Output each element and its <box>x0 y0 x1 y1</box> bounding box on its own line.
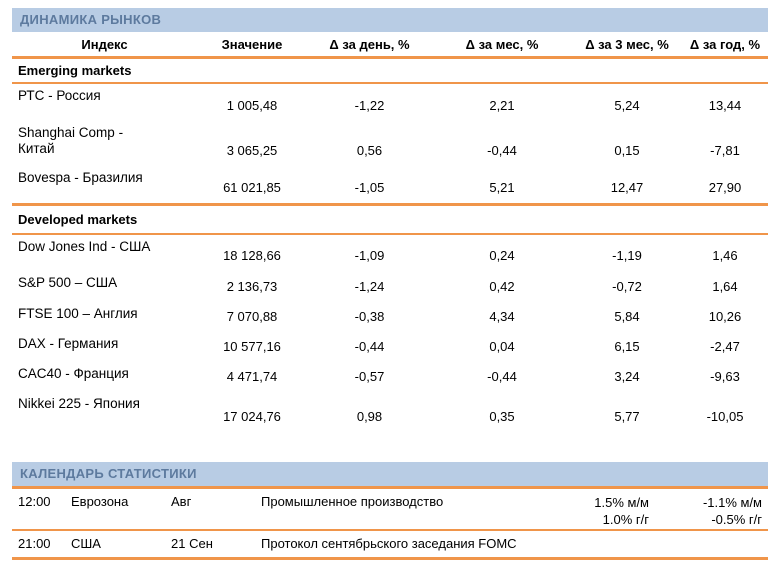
delta-day: 0,56 <box>356 143 383 158</box>
delta-3month: 0,15 <box>614 143 640 158</box>
delta-3month: 6,15 <box>614 338 640 354</box>
delta-month: 5,21 <box>489 179 515 195</box>
table-row-rts: РТС - Россия 1 005,48 -1,22 2,21 5,24 13… <box>12 83 768 121</box>
column-header-delta-day: Δ за день, % <box>307 32 432 59</box>
delta-3month: 5,84 <box>614 308 640 324</box>
index-value: 17 024,76 <box>223 408 281 424</box>
delta-3month: 5,24 <box>614 98 640 113</box>
delta-year: -9,63 <box>710 368 740 384</box>
index-name: FTSE 100 – Англия <box>18 305 138 321</box>
delta-3month: 12,47 <box>610 179 644 195</box>
event-forecast: 1.5% м/м 1.0% г/г <box>555 485 655 531</box>
delta-year: 27,90 <box>708 179 742 195</box>
index-value: 1 005,48 <box>226 98 278 113</box>
index-value: 7 070,88 <box>226 308 278 324</box>
delta-month: 2,21 <box>489 98 515 113</box>
index-name: Nikkei 225 - Япония <box>18 395 140 411</box>
index-value: 10 577,16 <box>223 338 281 354</box>
table-row-shanghai: Shanghai Comp - Китай 3 065,25 0,56 -0,4… <box>12 121 768 166</box>
delta-day: 0,98 <box>356 408 383 424</box>
event-title: Промышленное производство <box>255 485 555 531</box>
event-time: 21:00 <box>12 529 65 560</box>
group-header-developed-markets: Developed markets <box>12 202 768 235</box>
delta-day: -0,44 <box>354 338 385 354</box>
index-name: DAX - Германия <box>18 335 119 351</box>
calendar-row-usa: 21:00 США 21 Сен Протокол сентябрьского … <box>12 529 768 560</box>
delta-month: 0,35 <box>489 408 515 424</box>
column-header-delta-month: Δ за мес, % <box>432 32 572 59</box>
markets-table: Индекс Значение Δ за день, % Δ за мес, %… <box>12 32 768 432</box>
calendar-row-eurozone: 12:00 Еврозона Авг Промышленное производ… <box>12 485 768 531</box>
calendar-table: 12:00 Еврозона Авг Промышленное производ… <box>12 485 768 560</box>
delta-3month: -0,72 <box>612 278 642 294</box>
column-header-index: Индекс <box>12 32 197 59</box>
event-forecast <box>555 529 655 560</box>
markets-section-title: ДИНАМИКА РЫНКОВ <box>20 12 162 27</box>
table-row-sp500: S&P 500 – США 2 136,73 -1,24 0,42 -0,72 … <box>12 271 768 302</box>
delta-3month: 3,24 <box>614 368 640 384</box>
delta-month: -0,44 <box>487 143 517 158</box>
table-row-cac40: CAC40 - Франция 4 471,74 -0,57 -0,44 3,2… <box>12 362 768 392</box>
delta-3month: -1,19 <box>612 247 642 263</box>
event-region: США <box>65 529 165 560</box>
delta-month: 0,42 <box>489 278 515 294</box>
table-row-dax: DAX - Германия 10 577,16 -0,44 0,04 6,15… <box>12 332 768 362</box>
delta-day: -0,57 <box>354 368 385 384</box>
event-time: 12:00 <box>12 485 65 531</box>
delta-day: -1,09 <box>354 247 385 263</box>
delta-day: -1,24 <box>354 278 385 294</box>
index-name: Dow Jones Ind - США <box>18 238 151 254</box>
index-value: 61 021,85 <box>223 179 281 195</box>
delta-3month: 5,77 <box>614 408 640 424</box>
delta-year: 10,26 <box>708 308 742 324</box>
group-label: Emerging markets <box>12 57 768 84</box>
index-value: 18 128,66 <box>223 247 281 263</box>
event-previous <box>655 529 768 560</box>
table-row-nikkei: Nikkei 225 - Япония 17 024,76 0,98 0,35 … <box>12 392 768 432</box>
index-value: 3 065,25 <box>226 143 278 158</box>
index-name: РТС - Россия <box>18 88 101 103</box>
markets-section-header: ДИНАМИКА РЫНКОВ <box>12 8 768 32</box>
delta-year: -7,81 <box>710 143 740 158</box>
index-name: S&P 500 – США <box>18 274 118 290</box>
delta-year: 1,46 <box>712 247 738 263</box>
delta-month: -0,44 <box>487 368 517 384</box>
calendar-section-header: КАЛЕНДАРЬ СТАТИСТИКИ <box>12 461 768 486</box>
event-title: Протокол сентябрьского заседания FOMC <box>255 529 555 560</box>
delta-year: 13,44 <box>708 98 742 113</box>
column-header-value: Значение <box>197 32 307 59</box>
calendar-section-title: КАЛЕНДАРЬ СТАТИСТИКИ <box>20 465 197 481</box>
delta-day: -0,38 <box>354 308 385 324</box>
column-header-delta-3month: Δ за 3 мес, % <box>572 32 682 59</box>
index-name: Shanghai Comp - Китай <box>18 125 124 156</box>
table-row-dow-jones: Dow Jones Ind - США 18 128,66 -1,09 0,24… <box>12 234 768 271</box>
event-previous: -1.1% м/м -0.5% г/г <box>655 485 768 531</box>
event-period: Авг <box>165 485 255 531</box>
index-value: 2 136,73 <box>226 278 278 294</box>
index-value: 4 471,74 <box>226 368 278 384</box>
markets-table-header-row: Индекс Значение Δ за день, % Δ за мес, %… <box>12 32 768 59</box>
delta-month: 0,04 <box>489 338 515 354</box>
delta-month: 0,24 <box>489 247 515 263</box>
delta-year: 1,64 <box>712 278 738 294</box>
event-period: 21 Сен <box>165 529 255 560</box>
delta-month: 4,34 <box>489 308 515 324</box>
delta-day: -1,05 <box>354 179 385 195</box>
delta-year: -2,47 <box>710 338 740 354</box>
index-name: CAC40 - Франция <box>18 365 129 381</box>
delta-year: -10,05 <box>706 408 744 424</box>
table-row-bovespa: Bovespa - Бразилия 61 021,85 -1,05 5,21 … <box>12 166 768 204</box>
index-name: Bovespa - Бразилия <box>18 170 143 185</box>
table-row-ftse: FTSE 100 – Англия 7 070,88 -0,38 4,34 5,… <box>12 302 768 332</box>
event-region: Еврозона <box>65 485 165 531</box>
column-header-delta-year: Δ за год, % <box>682 32 768 59</box>
group-label: Developed markets <box>12 202 768 235</box>
delta-day: -1,22 <box>354 98 385 113</box>
group-header-emerging-markets: Emerging markets <box>12 57 768 84</box>
